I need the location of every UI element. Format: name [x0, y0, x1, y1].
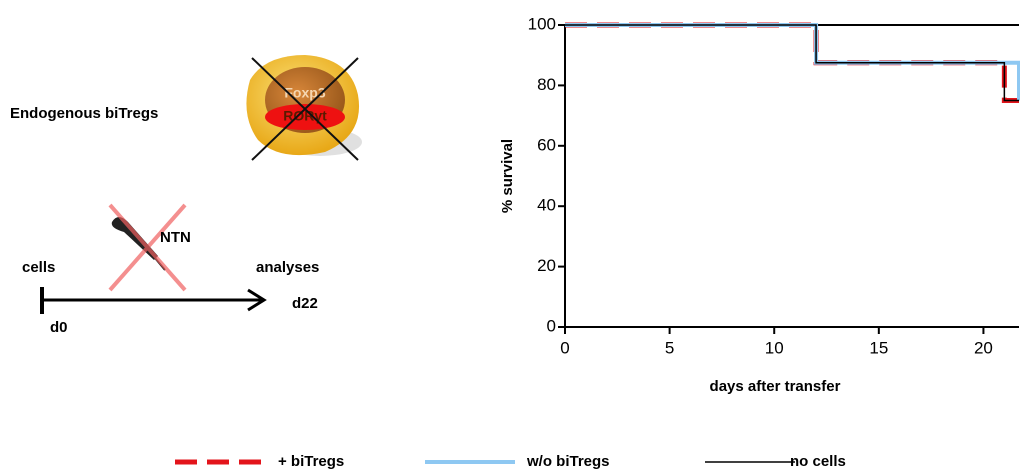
y-tick-label: 80: [537, 75, 556, 94]
x-tick-label: 5: [665, 338, 674, 357]
x-tick-label: 0: [560, 338, 569, 357]
x-tick-label: 15: [869, 338, 888, 357]
cell-label: Foxp3: [284, 85, 325, 101]
y-tick-label: 20: [537, 256, 556, 275]
y-tick-label: 100: [528, 14, 556, 33]
diagram: Endogenous biTregs Foxp3 RORγt NTN cells…: [10, 55, 362, 336]
legend-label: + biTregs: [278, 453, 344, 470]
start-label: cells: [22, 259, 55, 276]
start-day: d0: [50, 319, 68, 336]
x-tick-label: 20: [974, 338, 993, 357]
y-tick-label: 40: [537, 196, 556, 215]
legend-label: no cells: [790, 453, 846, 470]
y-tick-label: 0: [547, 316, 556, 335]
x-axis-label: days after transfer: [710, 378, 841, 395]
end-label: analyses: [256, 259, 319, 276]
x-tick-label: 10: [765, 338, 784, 357]
treatment: NTN: [160, 229, 191, 246]
survival-line: [565, 25, 1019, 101]
figure: Endogenous biTregs Foxp3 RORγt NTN cells…: [0, 0, 1020, 471]
y-axis-label: % survival: [499, 139, 516, 213]
cross: [110, 205, 185, 290]
y-tick-label: 60: [537, 135, 556, 154]
legend-label: w/o biTregs: [526, 453, 610, 470]
diagram-title: Endogenous biTregs: [10, 105, 158, 122]
end-day: d22: [292, 295, 318, 312]
